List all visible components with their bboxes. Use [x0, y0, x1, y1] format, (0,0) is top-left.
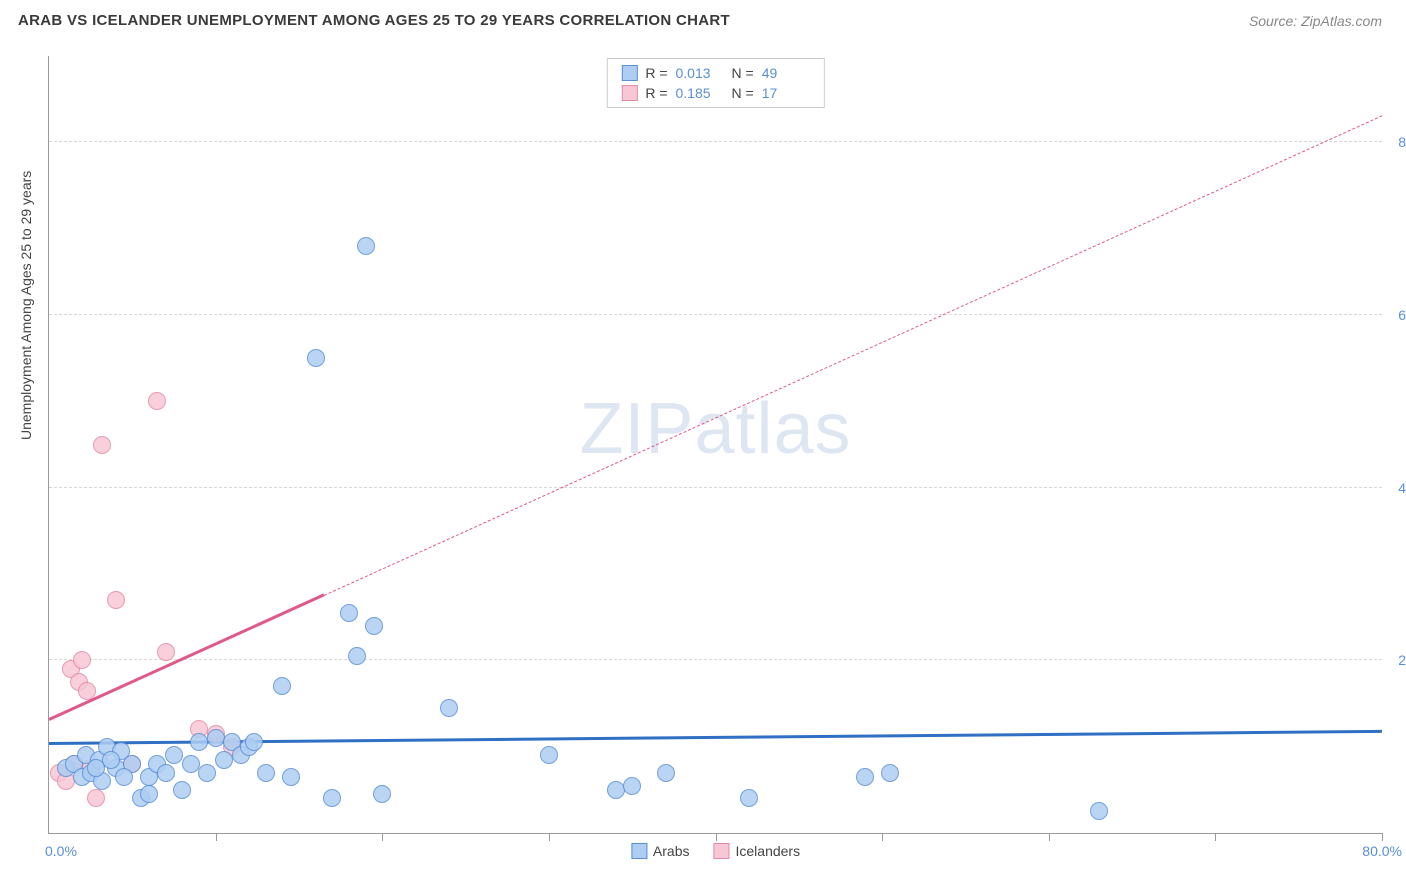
y-tick-label: 80.0% — [1398, 134, 1406, 150]
stat-n-arabs: 49 — [762, 65, 810, 81]
x-tick — [716, 833, 717, 841]
legend-item-icelanders: Icelanders — [713, 843, 800, 859]
swatch-icelanders — [713, 843, 729, 859]
arab-point — [1090, 802, 1108, 820]
icelander-point — [148, 392, 166, 410]
arab-point — [623, 777, 641, 795]
arab-point — [348, 647, 366, 665]
y-tick-label: 40.0% — [1398, 480, 1406, 496]
stat-n-label: N = — [732, 85, 754, 101]
arab-point — [357, 237, 375, 255]
arab-point — [340, 604, 358, 622]
y-axis-label: Unemployment Among Ages 25 to 29 years — [18, 171, 34, 440]
arab-point — [102, 751, 120, 769]
x-tick — [1049, 833, 1050, 841]
stat-n-icelanders: 17 — [762, 85, 810, 101]
legend-label-arabs: Arabs — [653, 843, 690, 859]
arab-point — [657, 764, 675, 782]
icelander-point — [93, 436, 111, 454]
arab-point — [365, 617, 383, 635]
arab-point — [257, 764, 275, 782]
stat-r-arabs: 0.013 — [676, 65, 724, 81]
arab-point — [856, 768, 874, 786]
stat-r-label: R = — [645, 65, 667, 81]
arab-point — [182, 755, 200, 773]
gridline — [49, 659, 1382, 660]
icelander-point — [78, 682, 96, 700]
stat-n-label: N = — [732, 65, 754, 81]
x-tick — [1382, 833, 1383, 841]
icelander-point — [157, 643, 175, 661]
x-tick — [1215, 833, 1216, 841]
stats-row-arabs: R = 0.013 N = 49 — [621, 63, 809, 83]
x-tick-first: 0.0% — [45, 843, 77, 859]
watermark: ZIPatlas — [579, 388, 851, 470]
arab-point — [140, 785, 158, 803]
trendline — [324, 115, 1382, 596]
arab-point — [373, 785, 391, 803]
arab-point — [323, 789, 341, 807]
y-tick-label: 60.0% — [1398, 307, 1406, 323]
swatch-arabs — [621, 65, 637, 81]
arab-point — [198, 764, 216, 782]
series-legend: Arabs Icelanders — [631, 843, 800, 859]
arab-point — [165, 746, 183, 764]
stat-r-label: R = — [645, 85, 667, 101]
icelander-point — [73, 651, 91, 669]
swatch-icelanders — [621, 85, 637, 101]
arab-point — [607, 781, 625, 799]
legend-item-arabs: Arabs — [631, 843, 690, 859]
arab-point — [282, 768, 300, 786]
arab-point — [740, 789, 758, 807]
gridline — [49, 141, 1382, 142]
arab-point — [157, 764, 175, 782]
icelander-point — [87, 789, 105, 807]
x-tick — [216, 833, 217, 841]
gridline — [49, 314, 1382, 315]
arab-point — [881, 764, 899, 782]
stats-row-icelanders: R = 0.185 N = 17 — [621, 83, 809, 103]
legend-label-icelanders: Icelanders — [735, 843, 800, 859]
source-attribution: Source: ZipAtlas.com — [1249, 13, 1382, 29]
arab-point — [207, 729, 225, 747]
arab-point — [245, 733, 263, 751]
icelander-point — [107, 591, 125, 609]
arab-point — [173, 781, 191, 799]
arab-point — [273, 677, 291, 695]
arab-point — [215, 751, 233, 769]
x-tick — [882, 833, 883, 841]
swatch-arabs — [631, 843, 647, 859]
x-tick — [382, 833, 383, 841]
arab-point — [307, 349, 325, 367]
stat-r-icelanders: 0.185 — [676, 85, 724, 101]
y-tick-label: 20.0% — [1398, 652, 1406, 668]
arab-point — [540, 746, 558, 764]
x-tick-last: 80.0% — [1362, 843, 1402, 859]
arab-point — [190, 733, 208, 751]
arab-point — [440, 699, 458, 717]
x-tick — [549, 833, 550, 841]
scatter-chart: ZIPatlas R = 0.013 N = 49 R = 0.185 N = … — [48, 56, 1382, 834]
correlation-stats-legend: R = 0.013 N = 49 R = 0.185 N = 17 — [606, 58, 824, 108]
arab-point — [115, 768, 133, 786]
chart-title: ARAB VS ICELANDER UNEMPLOYMENT AMONG AGE… — [18, 12, 730, 29]
gridline — [49, 487, 1382, 488]
